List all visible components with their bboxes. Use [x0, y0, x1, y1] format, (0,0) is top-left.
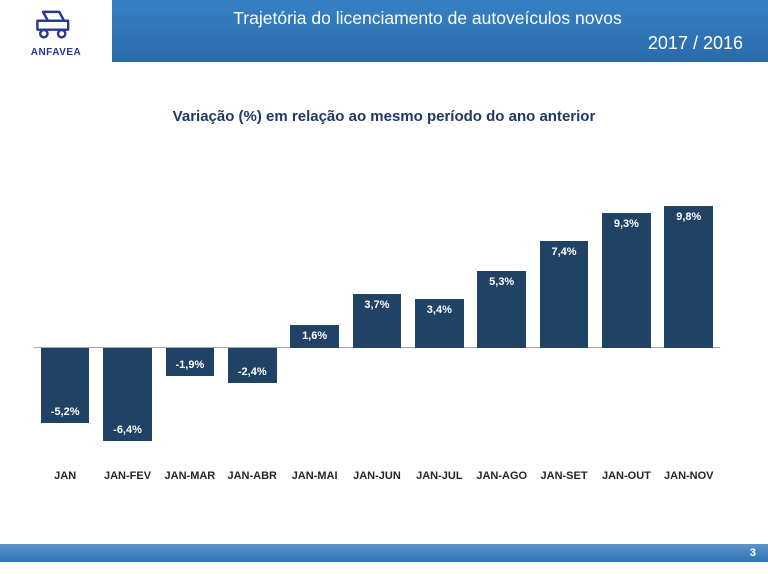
category-label: JAN-MAR: [164, 470, 216, 482]
bar-value-label: 9,3%: [613, 218, 639, 230]
bar-jan-mar: -1,9%: [165, 348, 215, 376]
category-label: JAN-JUL: [416, 470, 463, 482]
category-label: JAN: [54, 470, 77, 482]
bar-jan-abr: -2,4%: [227, 348, 277, 383]
anfavea-logo: ANFAVEA: [0, 0, 112, 62]
slide-title: Trajetória do licenciamento de autoveícu…: [233, 8, 622, 29]
bar-chart: -5,2% -6,4% -1,9% -2,4% 1,6% 3,7% 3,4% 5,3% 7,4%…: [34, 183, 720, 482]
category-label: JAN-AGO: [476, 470, 528, 482]
bar-value-label: -2,4%: [237, 366, 267, 378]
slide-title-years: 2017 / 2016: [647, 32, 743, 53]
page-number: 3: [749, 547, 756, 559]
bar-value-label: 1,6%: [302, 330, 328, 342]
category-label: JAN-FEV: [104, 470, 152, 482]
logo-text: ANFAVEA: [30, 46, 82, 58]
bar-value-label: 5,3%: [489, 276, 515, 288]
bar-jan-set: 7,4%: [539, 241, 589, 348]
bar-value-label: 3,7%: [364, 299, 390, 311]
chart-columns: -5,2% -6,4% -1,9% -2,4% 1,6% 3,7% 3,4% 5,3% 7,4%…: [34, 183, 720, 448]
category-label: JAN-MAI: [291, 470, 338, 482]
chart-column: -6,4%: [96, 183, 158, 448]
chart-column: 9,3%: [595, 183, 657, 448]
category-axis: JAN JAN-FEV JAN-MAR JAN-ABR JAN-MAI JAN-JUN JA…: [34, 470, 720, 482]
category-label: JAN-JUN: [353, 470, 401, 482]
chart-column: 5,3%: [471, 183, 533, 448]
chart-column: 3,7%: [346, 183, 408, 448]
bar-value-label: 3,4%: [426, 304, 452, 316]
bar-value-label: -1,9%: [175, 359, 205, 371]
category-label: JAN-OUT: [601, 470, 651, 482]
chart-column: 7,4%: [533, 183, 595, 448]
chart-column: 9,8%: [658, 183, 720, 448]
chart-column: 3,4%: [408, 183, 470, 448]
category-label: JAN-SET: [540, 470, 588, 482]
bar-jan-fev: -6,4%: [103, 348, 152, 441]
bar-value-label: 7,4%: [551, 246, 577, 258]
bar-value-label: -5,2%: [50, 406, 80, 418]
category-label: JAN-NOV: [664, 470, 714, 482]
chart-subtitle: Variação (%) em relação ao mesmo período…: [172, 108, 596, 125]
vehicle-logo-icon: [28, 7, 84, 46]
chart-column: -1,9%: [159, 183, 221, 448]
header: ANFAVEA Trajetória do licenciamento de a…: [0, 0, 768, 62]
bar-jan-jun: 3,7%: [352, 294, 402, 348]
bar-jan-nov: 9,8%: [664, 206, 714, 348]
chart-column: -5,2%: [34, 183, 96, 448]
bar-jan-jul: 3,4%: [415, 299, 464, 348]
category-label: JAN-ABR: [227, 470, 278, 482]
bar-value-label: -6,4%: [113, 424, 142, 436]
chart-column: -2,4%: [221, 183, 283, 448]
bar-value-label: 9,8%: [676, 211, 702, 223]
bar-jan: -5,2%: [40, 348, 90, 423]
chart-column: 1,6%: [283, 183, 345, 448]
bar-jan-mai: 1,6%: [290, 325, 339, 348]
header-title-bar: Trajetória do licenciamento de autoveícu…: [112, 0, 768, 62]
chart-plot-area: -5,2% -6,4% -1,9% -2,4% 1,6% 3,7% 3,4% 5,3% 7,4%…: [34, 183, 720, 448]
bar-jan-ago: 5,3%: [477, 271, 526, 348]
bar-jan-out: 9,3%: [602, 213, 651, 348]
footer-bar: 3: [0, 544, 768, 562]
